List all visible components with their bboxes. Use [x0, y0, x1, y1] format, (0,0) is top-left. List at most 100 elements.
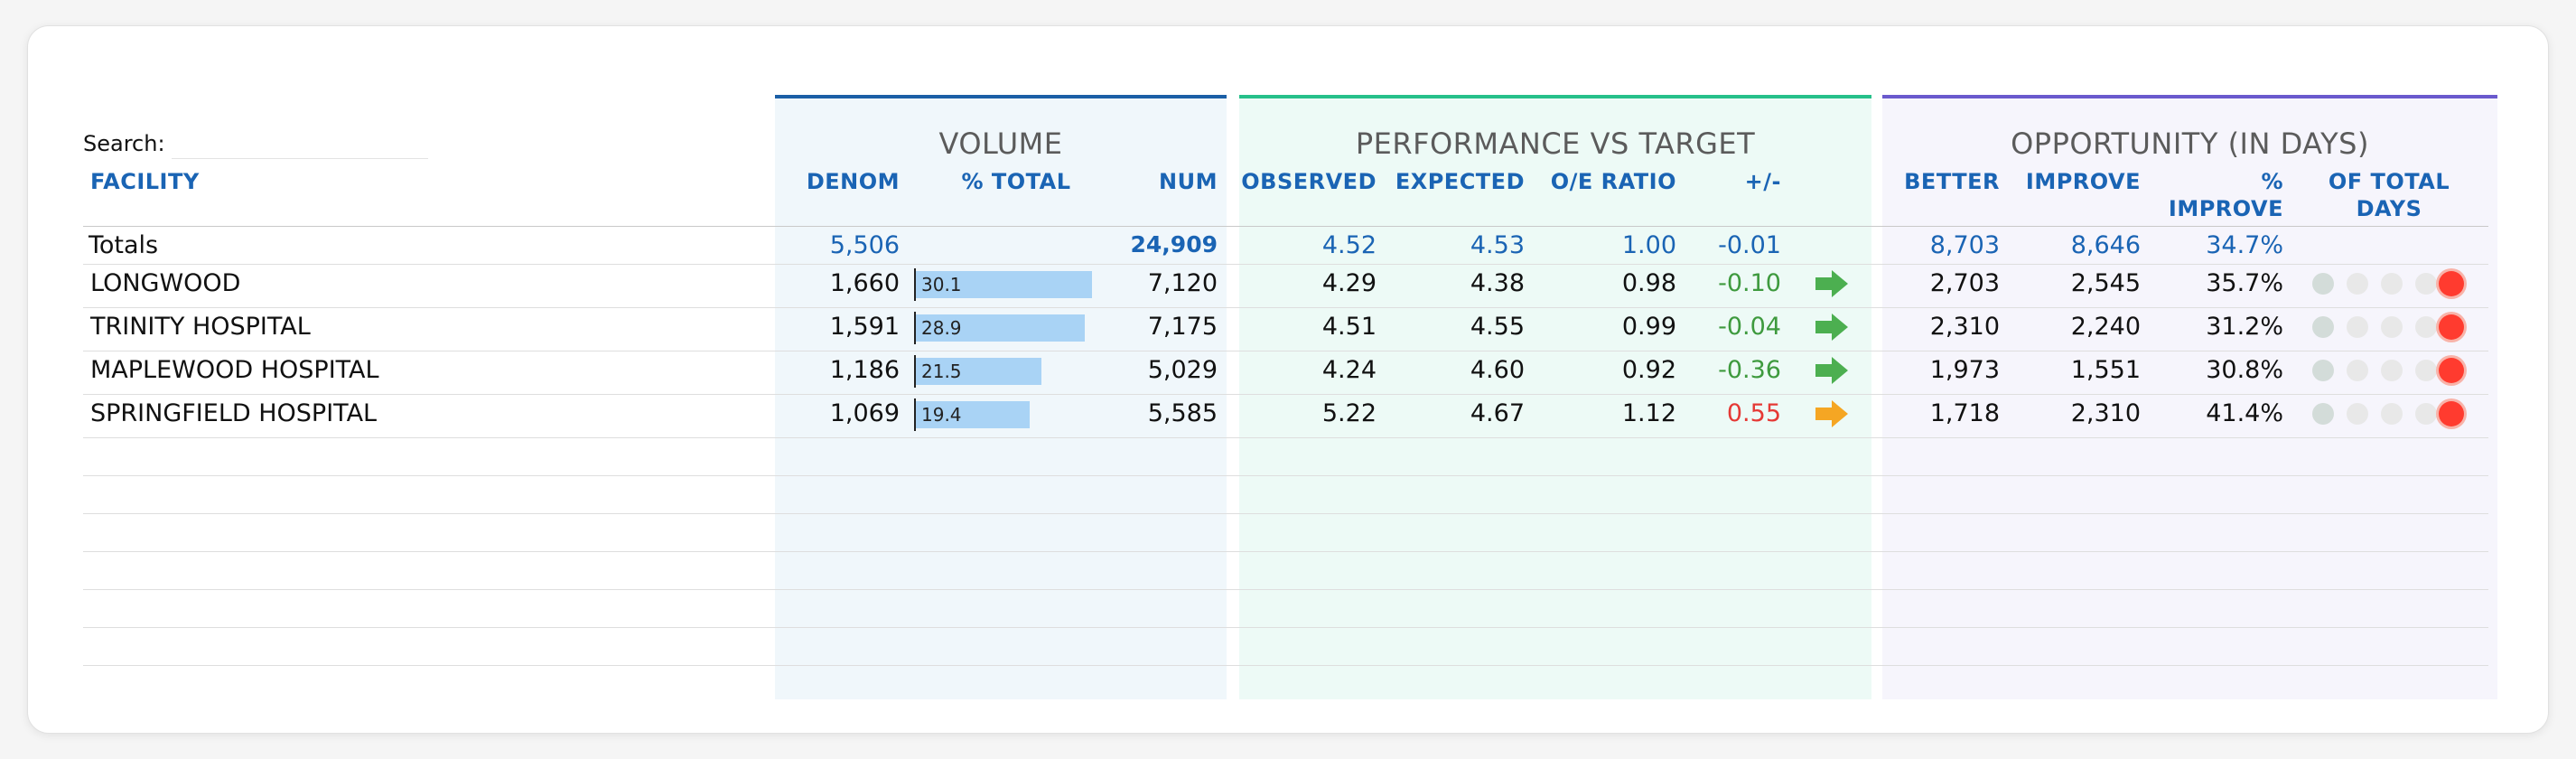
denom-value: 1,069: [829, 399, 900, 427]
header-plus-minus[interactable]: +/-: [1744, 169, 1781, 194]
header-pct-improve-line2: IMPROVE: [2168, 196, 2283, 221]
pct-bar-axis: [914, 398, 916, 431]
expected-value: 4.38: [1470, 269, 1525, 297]
pct-total-bar: [916, 358, 1041, 385]
expected-value: 4.67: [1470, 399, 1525, 427]
totals-label: Totals: [89, 231, 159, 259]
rating-dot-icon: [2415, 360, 2437, 381]
arrow-right-orange-icon: [1815, 400, 1848, 427]
header-num[interactable]: NUM: [1159, 169, 1218, 194]
improve-value: 2,310: [2070, 399, 2141, 427]
header-better[interactable]: BETTER: [1904, 169, 2000, 194]
row-divider: [83, 437, 2488, 438]
rating-dot-active-icon: [2439, 358, 2464, 383]
pct-total-label: 30.1: [921, 274, 962, 295]
row-divider: [83, 394, 2488, 395]
better-value: 2,310: [1929, 313, 2000, 341]
rating-dot-icon: [2381, 273, 2403, 295]
rating-dot-icon: [2415, 316, 2437, 338]
better-value: 2,703: [1929, 269, 2000, 297]
expected-value: 4.60: [1470, 356, 1525, 384]
plus-minus-value: -0.10: [1718, 269, 1781, 297]
empty-row-divider: [83, 665, 2488, 666]
empty-row-divider: [83, 513, 2488, 514]
facility-name: SPRINGFIELD HOSPITAL: [90, 399, 378, 427]
arrow-right-green-icon: [1815, 314, 1848, 341]
rating-dot-icon: [2347, 316, 2368, 338]
pct-improve-value: 31.2%: [2206, 313, 2283, 341]
header-expected[interactable]: EXPECTED: [1395, 169, 1525, 194]
denom-value: 1,591: [829, 313, 900, 341]
facility-name: TRINITY HOSPITAL: [90, 313, 311, 341]
empty-row-divider: [83, 627, 2488, 628]
better-value: 1,973: [1929, 356, 2000, 384]
totals-num: 24,909: [1130, 231, 1218, 258]
rating-dot-icon: [2381, 403, 2403, 425]
search-label: Search:: [83, 131, 165, 156]
better-value: 1,718: [1929, 399, 2000, 427]
arrow-right-green-icon: [1815, 357, 1848, 384]
opportunity-title: OPPORTUNITY (IN DAYS): [2011, 126, 2369, 161]
header-denom[interactable]: DENOM: [806, 169, 900, 194]
rating-dot-icon: [2347, 273, 2368, 295]
performance-title: PERFORMANCE VS TARGET: [1355, 126, 1756, 161]
rating-dot-icon: [2347, 403, 2368, 425]
num-value: 7,120: [1147, 269, 1218, 297]
num-value: 7,175: [1147, 313, 1218, 341]
pct-total-label: 21.5: [921, 361, 962, 382]
improve-value: 2,545: [2070, 269, 2141, 297]
opportunity-panel: [1882, 95, 2497, 699]
pct-total-label: 19.4: [921, 404, 962, 426]
totals-divider: [83, 264, 2488, 265]
header-divider: [83, 226, 2488, 227]
num-value: 5,029: [1147, 356, 1218, 384]
rating-dot-icon: [2312, 316, 2334, 338]
totals-denom: 5,506: [829, 231, 900, 259]
rating-dot-icon: [2312, 360, 2334, 381]
empty-row-divider: [83, 475, 2488, 476]
plus-minus-value: -0.04: [1718, 313, 1781, 341]
header-pct-improve-line1: %: [2261, 169, 2283, 194]
pct-improve-value: 30.8%: [2206, 356, 2283, 384]
header-of-total-days[interactable]: OF TOTAL DAYS: [2294, 168, 2484, 222]
pct-total-label: 28.9: [921, 317, 962, 339]
header-pct-improve[interactable]: % IMPROVE: [2132, 168, 2283, 222]
pct-total-bar: [916, 401, 1030, 428]
arrow-right-green-icon: [1815, 270, 1848, 297]
facility-name: LONGWOOD: [90, 269, 241, 297]
header-of-total-line2: DAYS: [2356, 196, 2422, 221]
rating-dot-active-icon: [2439, 401, 2464, 426]
empty-row-divider: [83, 551, 2488, 552]
pct-total-bar: [916, 271, 1092, 298]
header-oe-ratio[interactable]: O/E RATIO: [1550, 169, 1676, 194]
search-input[interactable]: [172, 122, 428, 159]
oe-ratio-value: 0.92: [1621, 356, 1676, 384]
observed-value: 5.22: [1321, 399, 1377, 427]
rating-dot-icon: [2312, 273, 2334, 295]
header-observed[interactable]: OBSERVED: [1241, 169, 1377, 194]
observed-value: 4.51: [1321, 313, 1377, 341]
rating-dot-active-icon: [2439, 271, 2464, 296]
header-of-total-line1: OF TOTAL: [2328, 169, 2450, 194]
rating-dot-icon: [2381, 360, 2403, 381]
header-improve[interactable]: IMPROVE: [2025, 169, 2141, 194]
observed-value: 4.29: [1321, 269, 1377, 297]
rating-dot-icon: [2381, 316, 2403, 338]
pct-improve-value: 35.7%: [2206, 269, 2283, 297]
improve-value: 1,551: [2070, 356, 2141, 384]
performance-panel: [1239, 95, 1871, 699]
totals-expected: 4.53: [1470, 231, 1525, 259]
totals-oe-ratio: 1.00: [1621, 231, 1676, 259]
rating-dot-icon: [2415, 273, 2437, 295]
header-facility[interactable]: FACILITY: [90, 169, 200, 194]
observed-value: 4.24: [1321, 356, 1377, 384]
volume-title: VOLUME: [938, 126, 1063, 161]
totals-pct-improve: 34.7%: [2206, 231, 2283, 259]
rating-dot-icon: [2415, 403, 2437, 425]
denom-value: 1,660: [829, 269, 900, 297]
header-pct-total[interactable]: % TOTAL: [961, 169, 1071, 194]
volume-panel: [775, 95, 1227, 699]
row-divider: [83, 307, 2488, 308]
facility-name: MAPLEWOOD HOSPITAL: [90, 356, 379, 384]
rating-dot-icon: [2312, 403, 2334, 425]
